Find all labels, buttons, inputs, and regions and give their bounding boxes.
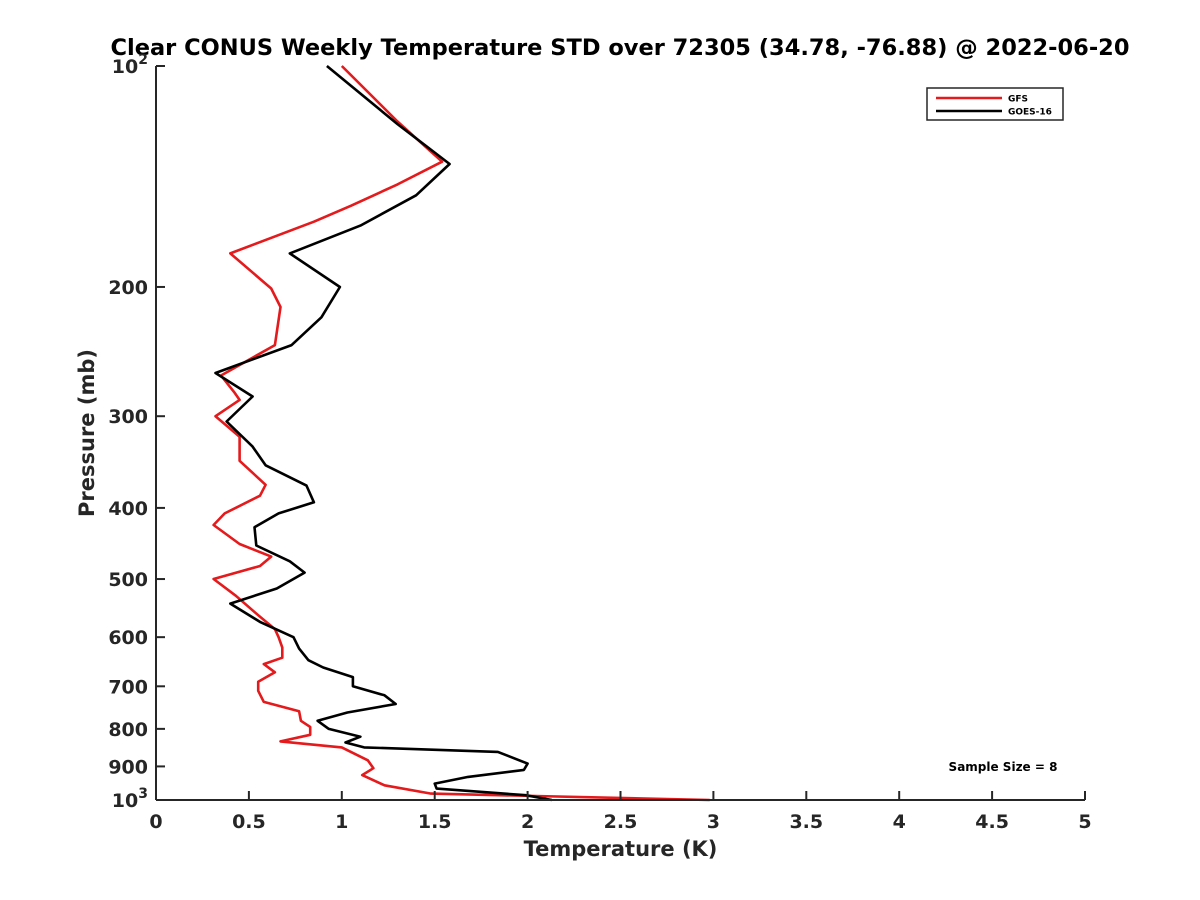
x-tick-label: 5 [1078,811,1091,833]
x-tick-label: 2.5 [604,811,638,833]
y-tick-label: 400 [108,498,148,520]
y-axis-title: Pressure (mb) [75,349,99,517]
x-tick-label: 3.5 [789,811,823,833]
legend-box [926,87,1064,121]
y-tick-label: 500 [108,569,148,591]
y-tick-label: 300 [108,406,148,428]
y-tick-label: 102 [112,52,148,78]
x-tick-label: 0 [149,811,162,833]
sample-size-annotation: Sample Size = 8 [949,760,1058,774]
y-tick-label: 800 [108,719,148,741]
legend-label: GOES-16 [1008,108,1052,118]
y-tick-label: 200 [108,277,148,299]
series-line-gfs [212,65,710,802]
x-tick-label: 4 [893,811,906,833]
x-tick-label: 3 [707,811,720,833]
x-tick-label: 1.5 [418,811,452,833]
x-tick-label: 1 [335,811,348,833]
y-tick-label: 600 [108,627,148,649]
x-tick-label: 0.5 [232,811,266,833]
legend: GFS GOES-16 [926,87,1064,121]
y-tick-label: 103 [112,786,148,812]
chart-title: Clear CONUS Weekly Temperature STD over … [111,35,1130,61]
y-tick-label: 900 [108,756,148,778]
axes-layer: 0 0.5 1 1.5 2 2.5 3 3.5 4 4.5 5 102 200 300 400 500 600 7… [108,52,1091,833]
series-layer [212,64,710,802]
x-axis-title: Temperature (K) [524,837,718,861]
legend-label: GFS [1008,95,1028,105]
x-tick-label: 4.5 [975,811,1009,833]
series-line-goes-16 [214,64,553,802]
x-tick-label: 2 [521,811,534,833]
y-tick-label: 700 [108,676,148,698]
